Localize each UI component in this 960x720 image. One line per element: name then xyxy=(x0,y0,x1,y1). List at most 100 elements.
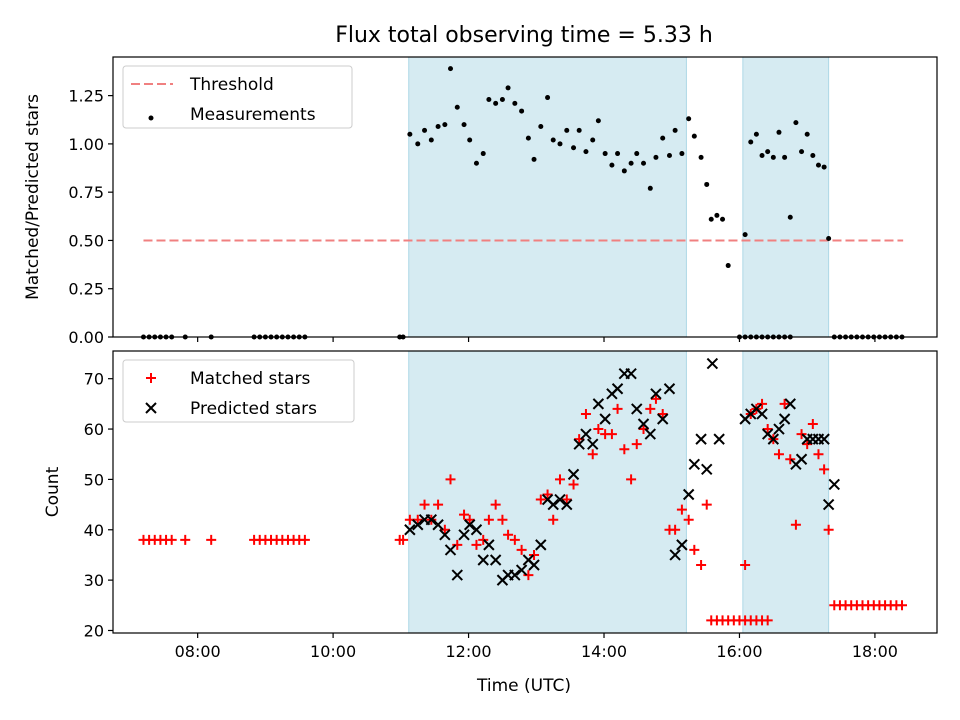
measurement-point xyxy=(415,141,421,147)
x-tick-label: 14:00 xyxy=(581,642,627,661)
measurement-point xyxy=(708,216,714,222)
matched-stars-point xyxy=(529,549,540,560)
matched-stars-point xyxy=(593,424,604,435)
measurement-point xyxy=(615,151,621,157)
matched-stars-point xyxy=(490,499,501,510)
matched-stars-point xyxy=(478,534,489,545)
matched-stars-point xyxy=(206,534,217,545)
predicted-stars-point xyxy=(713,433,725,445)
measurement-point xyxy=(810,152,816,158)
measurement-point xyxy=(519,108,525,114)
matched-stars-point xyxy=(802,439,813,450)
measurement-point xyxy=(770,154,776,160)
count-panel-y-tick-label: 50 xyxy=(84,470,104,489)
measurement-point xyxy=(486,96,492,102)
matched-stars-point xyxy=(696,560,707,571)
x-tick-label: 10:00 xyxy=(310,642,356,661)
matched-stars-point xyxy=(471,539,482,550)
predicted-stars-point xyxy=(695,433,707,445)
legend-measurements-swatch xyxy=(148,115,154,121)
predicted-stars-point xyxy=(547,498,559,511)
predicted-stars-point xyxy=(688,458,701,471)
measurement-point xyxy=(435,124,441,130)
measurement-point xyxy=(621,168,627,174)
matched-stars-point xyxy=(773,449,784,460)
predicted-stars-point xyxy=(676,539,688,551)
measurement-point xyxy=(691,133,697,139)
measurement-point xyxy=(804,131,810,137)
predicted-stars-point xyxy=(528,559,540,571)
predicted-stars-point xyxy=(828,478,840,491)
measurement-point xyxy=(454,104,460,110)
measurement-point xyxy=(821,164,827,170)
matched-stars-point xyxy=(813,449,824,460)
measurement-point xyxy=(512,100,518,106)
matched-stars-point xyxy=(542,489,553,500)
measurement-point xyxy=(753,131,759,137)
measurement-point xyxy=(725,263,731,269)
ratio-panel-frame xyxy=(112,56,938,338)
measurement-point xyxy=(590,137,596,143)
ratio-panel-legend-box xyxy=(122,65,353,129)
predicted-stars-point xyxy=(756,408,768,420)
ratio-panel-y-tick-label: 1.25 xyxy=(68,87,104,106)
count-panel-y-tick-label: 60 xyxy=(84,420,104,439)
x-tick-label: 08:00 xyxy=(175,642,221,661)
matched-stars-point xyxy=(445,474,456,485)
count-panel-y-tick-label: 70 xyxy=(84,370,104,389)
matched-stars-point xyxy=(166,534,177,545)
measurement-point xyxy=(428,137,434,143)
predicted-stars-point xyxy=(611,383,624,395)
predicted-stars-point xyxy=(463,519,476,531)
predicted-stars-point xyxy=(650,388,662,400)
matched-stars-point xyxy=(612,403,623,414)
count-panel-legend-box xyxy=(122,359,355,423)
predicted-stars-point xyxy=(818,433,830,445)
matched-stars-point xyxy=(740,560,751,571)
x-tick-label: 18:00 xyxy=(852,642,898,661)
predicted-stars-point xyxy=(587,438,599,450)
count-panel-frame xyxy=(112,350,938,634)
count-panel-axes: 20 30 40 50 60 70 08:00 10:00 12:00 14:00 16:00 18:… xyxy=(84,350,938,661)
matched-stars-point xyxy=(645,403,656,414)
matched-stars-point xyxy=(574,434,585,445)
predicted-stars-point xyxy=(573,438,585,450)
matched-stars-point xyxy=(299,534,310,545)
matched-stars-point xyxy=(412,514,423,525)
matched-stars-point xyxy=(523,570,534,581)
measurement-point xyxy=(672,127,678,133)
measurement-point xyxy=(776,129,782,135)
predicted-stars-point xyxy=(444,544,457,556)
matched-stars-point xyxy=(762,615,773,626)
matched-stars-point xyxy=(683,514,694,525)
ratio-panel-shaded-window-2 xyxy=(742,56,830,338)
series-matched-stars xyxy=(138,393,908,626)
matched-stars-point xyxy=(619,444,630,455)
matched-stars-point xyxy=(180,534,191,545)
predicted-stars-point xyxy=(625,367,637,380)
matched-stars-point xyxy=(676,504,687,515)
predicted-stars-point xyxy=(637,418,650,430)
predicted-stars-point xyxy=(489,554,502,566)
count-panel-y-axis-label: Count xyxy=(43,466,63,517)
matched-stars-point xyxy=(398,534,409,545)
predicted-stars-point xyxy=(580,428,592,440)
measurement-point xyxy=(704,181,710,187)
matched-stars-point xyxy=(580,408,591,419)
matched-stars-point xyxy=(670,524,681,535)
predicted-stars-point xyxy=(425,513,438,526)
count-panel-y-tick-label: 40 xyxy=(84,521,104,540)
predicted-stars-point xyxy=(784,398,796,410)
matched-stars-point xyxy=(419,499,430,510)
measurement-point xyxy=(826,236,832,242)
predicted-stars-point xyxy=(706,357,719,370)
measurement-point xyxy=(666,152,672,158)
ratio-panel-y-tick-label: 0.00 xyxy=(68,328,104,347)
measurement-point xyxy=(545,95,551,101)
measurement-point xyxy=(550,137,556,143)
measurement-point xyxy=(641,160,647,166)
measurement-point xyxy=(634,151,640,157)
count-panel-legend-label: Matched stars xyxy=(190,369,310,389)
predicted-stars-point xyxy=(767,433,780,445)
predicted-stars-point xyxy=(773,423,785,435)
